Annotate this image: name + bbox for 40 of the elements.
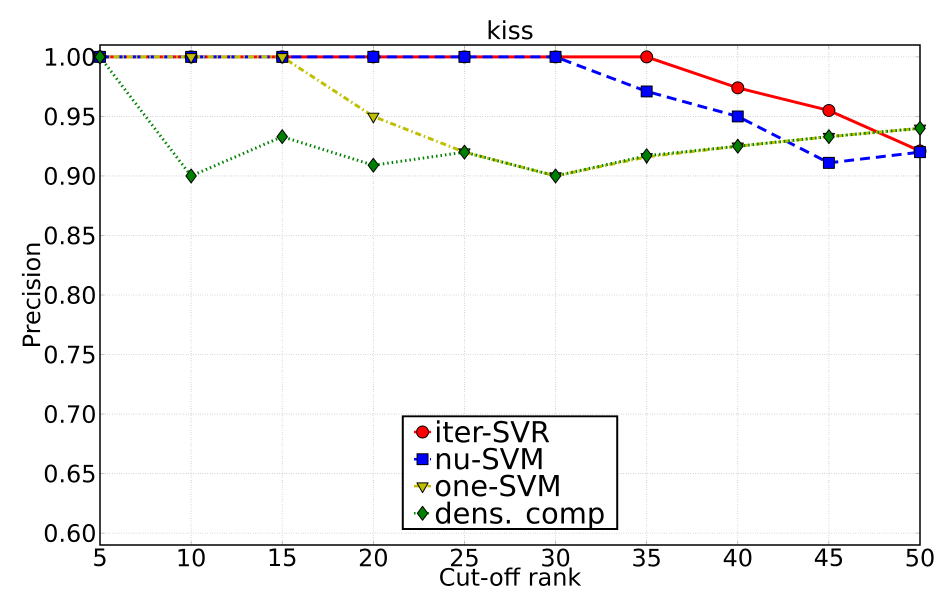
point (822, 156, 835, 169)
legend-label: one-SVM (436, 474, 559, 496)
point (732, 110, 744, 122)
y-axis-title: Precision (22, 244, 40, 346)
point (822, 104, 836, 117)
y-tick-label: 0.85 (44, 226, 94, 245)
x-tick-label: 25 (450, 548, 478, 567)
x-tick-label: 35 (633, 548, 660, 567)
y-tick-label: 0.70 (44, 405, 95, 424)
point (458, 144, 470, 160)
chart-title: kiss (488, 20, 532, 40)
x-tick-label: 15 (270, 548, 296, 566)
x-tick-label: 20 (360, 548, 387, 567)
legend-label: iter-SVR (436, 420, 550, 443)
y-tick-label: 0.90 (44, 166, 95, 185)
x-tick-label: 10 (178, 548, 205, 567)
x-tick-label: 50 (906, 548, 934, 567)
x-tick-label: 45 (814, 548, 842, 566)
y-tick-label: 0.75 (44, 345, 94, 364)
y-tick-label: 0.95 (44, 107, 94, 126)
point (823, 129, 835, 144)
y-tick-label: 0.60 (44, 524, 95, 542)
point (640, 50, 654, 64)
point (731, 81, 744, 94)
point (368, 158, 380, 173)
x-tick-label: 5 (94, 548, 106, 566)
legend-label: dens. comp (436, 502, 604, 530)
point (550, 168, 562, 184)
y-tick-label: 0.65 (44, 464, 94, 483)
point (732, 138, 744, 154)
x-tick-label: 40 (724, 548, 752, 567)
point (640, 85, 653, 98)
point (185, 168, 197, 184)
point (914, 120, 926, 136)
x-axis-title: Cut-off rank (440, 567, 582, 586)
x-tick-label: 30 (542, 548, 570, 567)
y-tick-label: 0.80 (44, 286, 95, 304)
point (276, 129, 288, 144)
point (640, 148, 652, 164)
legend-label: nu-SVM (436, 448, 542, 470)
